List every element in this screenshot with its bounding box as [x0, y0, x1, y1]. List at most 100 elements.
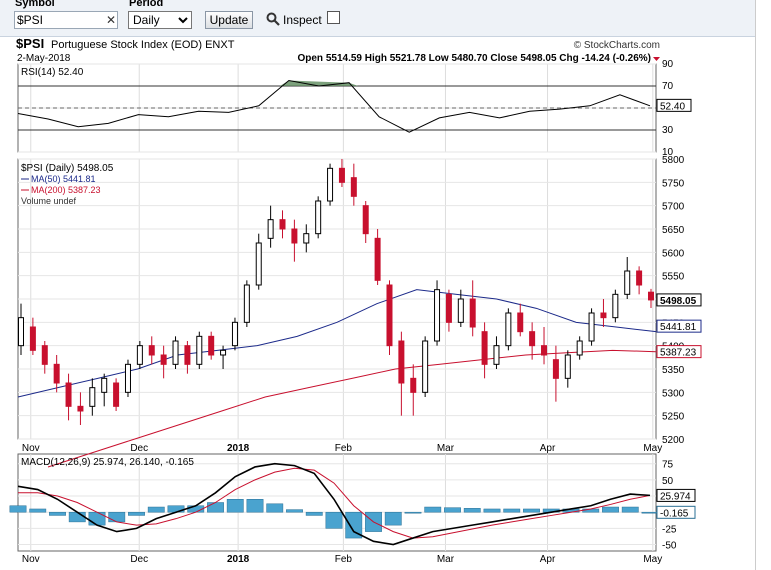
candle-body: [124, 363, 131, 393]
price-x-label: May: [643, 443, 662, 454]
price-tag-text: 5441.81: [660, 322, 697, 333]
macd-histogram-bar: [424, 506, 442, 513]
macd-histogram-bar: [404, 511, 422, 514]
price-x-label: Apr: [540, 443, 556, 454]
macd-x-label: 2018: [227, 554, 250, 565]
candle-body: [350, 177, 357, 197]
macd-histogram-bar: [503, 508, 521, 513]
inspect-checkbox[interactable]: [327, 11, 340, 24]
rsi-line: [17, 79, 651, 133]
price-tag-text: 5498.05: [660, 296, 697, 307]
price-legend-ma50: MA(50) 5441.81: [31, 174, 96, 184]
candle-body: [600, 312, 607, 319]
rsi-legend: RSI(14) 52.40: [21, 67, 84, 78]
macd-x-label: May: [643, 554, 662, 565]
price-tag-text: 5387.23: [660, 348, 697, 359]
macd-tick-label: -25: [662, 524, 677, 535]
price-tick-label: 5350: [662, 365, 685, 376]
price-tag-box: [656, 293, 702, 307]
candle-body: [136, 345, 143, 365]
search-icon[interactable]: [266, 12, 280, 26]
price-tick-label: 5800: [662, 155, 685, 166]
candle-body: [101, 377, 108, 393]
candle-body: [18, 317, 24, 347]
candle-body: [636, 270, 643, 286]
candle-body: [160, 354, 167, 365]
macd-histogram-bar: [463, 508, 481, 513]
candle-body: [517, 312, 524, 333]
price-tick-label: 5700: [662, 202, 685, 213]
chart-menu-arrow-icon[interactable]: [653, 57, 660, 61]
price-x-label: Dec: [130, 443, 148, 454]
candle-body: [220, 349, 227, 356]
copyright-text: © StockCharts.com: [574, 40, 660, 51]
candle-body: [648, 291, 654, 301]
macd-histogram-bar: [345, 511, 363, 539]
price-tick-label: 5600: [662, 248, 685, 259]
macd-x-label: Apr: [540, 554, 556, 565]
macd-tick-label: -50: [662, 541, 677, 552]
price-layer: [17, 159, 657, 468]
candle-body: [552, 359, 559, 379]
candle-body: [41, 345, 48, 365]
macd-histogram-bar: [147, 506, 165, 513]
macd-histogram-bar: [483, 508, 501, 513]
candle-body: [541, 345, 548, 356]
candle-body: [208, 335, 215, 356]
macd-histogram-bar: [266, 503, 284, 513]
candle-body: [327, 167, 334, 202]
update-button[interactable]: Update: [205, 11, 253, 29]
candle-body: [255, 242, 262, 286]
macd-signal-line: [18, 467, 651, 539]
period-select[interactable]: Daily: [128, 11, 192, 29]
macd-line: [17, 462, 651, 546]
candle-body: [89, 387, 96, 407]
price-x-label: Mar: [437, 443, 455, 454]
symbol-input[interactable]: [14, 11, 118, 29]
candle-body: [77, 405, 84, 412]
rsi-value-tag-text: 52.40: [660, 101, 685, 112]
candle-body: [612, 293, 619, 319]
macd-histogram-bar: [384, 511, 402, 526]
chart-instrument-name: Portuguese Stock Index (EOD) ENXT: [51, 39, 235, 51]
macd-x-label: Dec: [130, 554, 148, 565]
candle-body: [338, 167, 345, 183]
macd-histogram-bar: [325, 511, 343, 529]
candle-body: [386, 284, 393, 347]
candle-body: [231, 321, 238, 347]
candle-body: [624, 270, 631, 295]
chart-date: 2-May-2018: [17, 53, 71, 64]
candle-body: [505, 312, 512, 347]
candle-body: [243, 284, 250, 323]
price-tick-label: 5300: [662, 388, 685, 399]
price-legend-ma200: MA(200) 5387.23: [31, 185, 101, 195]
page-scrollbar[interactable]: [755, 0, 771, 570]
symbol-label: Symbol: [15, 0, 55, 9]
period-label: Period: [129, 0, 164, 9]
rsi-tick-label: 90: [662, 59, 674, 70]
price-tag-box: [656, 319, 702, 333]
candle-body: [493, 345, 500, 365]
macd-histogram-bar: [167, 505, 185, 513]
chart-symbol-title: $PSI: [16, 36, 44, 51]
macd-x-label: Mar: [437, 554, 455, 565]
macd-histogram-bar: [602, 506, 619, 513]
price-tick-label: 5250: [662, 412, 685, 423]
macd-layer: [9, 462, 659, 546]
macd-x-label: Feb: [335, 554, 353, 565]
rsi-overbought-fill: [279, 80, 359, 86]
inspect-label: Inspect: [283, 13, 322, 27]
macd-histogram-bar: [207, 502, 224, 513]
candle-body: [291, 228, 298, 244]
ohlc-readout: Open 5514.59 High 5521.78 Low 5480.70 Cl…: [297, 53, 651, 64]
macd-histogram-bar: [621, 506, 639, 513]
macd-histogram-bar: [226, 499, 244, 513]
price-tick-label: 5650: [662, 225, 685, 236]
candle-body: [529, 331, 536, 347]
macd-tag-box: [656, 505, 696, 519]
clear-icon[interactable]: ✕: [106, 13, 117, 27]
price-legend-volume: Volume undef: [21, 196, 77, 206]
candle-body: [362, 205, 369, 235]
macd-histogram-bar: [108, 511, 126, 523]
